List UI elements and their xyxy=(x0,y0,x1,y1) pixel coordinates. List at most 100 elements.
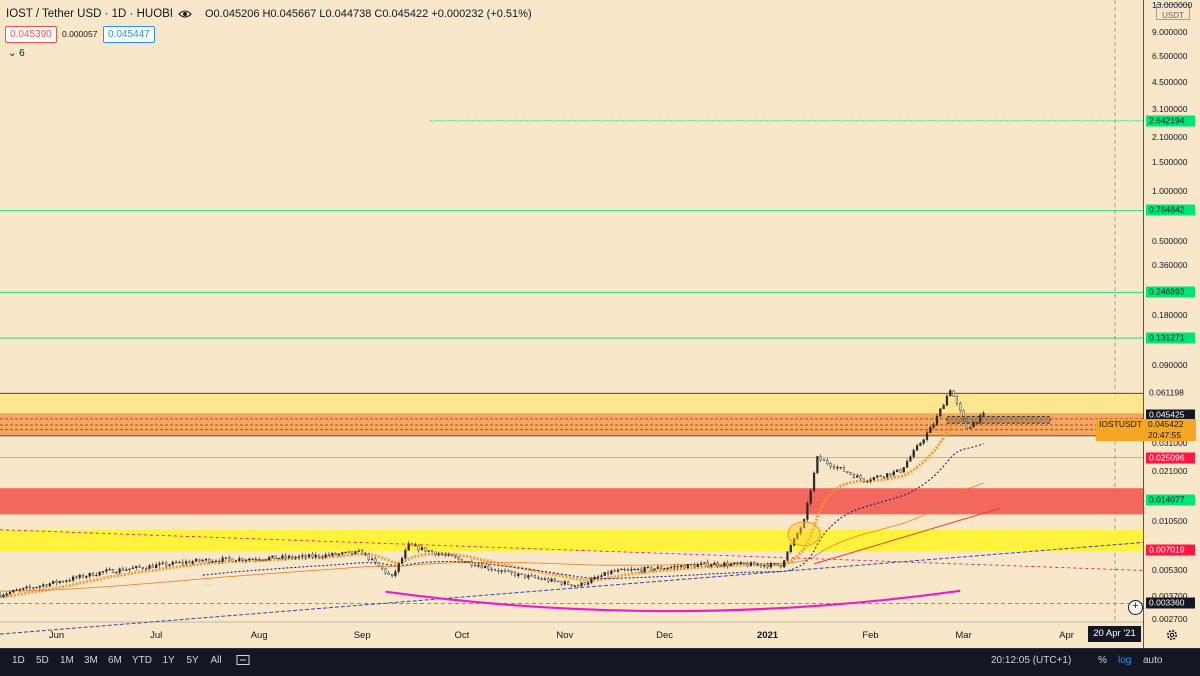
range-button-1d[interactable]: 1D xyxy=(12,655,25,666)
candle-body xyxy=(603,572,606,576)
candle-body xyxy=(610,570,613,575)
candle-body xyxy=(477,565,480,567)
clock[interactable]: 20:12:05 (UTC+1) xyxy=(991,655,1072,666)
range-button-3m[interactable]: 3M xyxy=(84,655,98,666)
candle-body xyxy=(397,563,400,572)
candle-body xyxy=(779,565,782,568)
gear-icon[interactable] xyxy=(1165,628,1179,642)
buy-button[interactable]: 0.045447 xyxy=(103,26,155,43)
candle-body xyxy=(188,561,191,564)
candle-body xyxy=(241,558,244,561)
candle-body xyxy=(297,556,301,558)
log-toggle[interactable]: log xyxy=(1118,655,1132,666)
indicators-toggle[interactable]: ⌄ 6 xyxy=(8,48,25,59)
candle-body xyxy=(304,555,307,558)
candle-body xyxy=(457,557,460,560)
candle-body xyxy=(666,567,669,569)
candle-body xyxy=(410,543,414,546)
range-button-5y[interactable]: 5Y xyxy=(186,655,199,666)
candle-body xyxy=(490,568,493,571)
candle-body xyxy=(32,587,35,589)
candle-body xyxy=(899,469,902,473)
candle-body xyxy=(151,565,154,568)
candle-body xyxy=(331,552,334,556)
candle-body xyxy=(949,390,952,397)
auto-toggle[interactable]: auto xyxy=(1143,655,1163,666)
candle-body xyxy=(364,553,367,555)
candle-body xyxy=(148,565,151,569)
candle-body xyxy=(530,575,533,577)
candle-body xyxy=(699,563,703,565)
candle-body xyxy=(384,568,387,574)
candle-body xyxy=(812,472,816,491)
price-tick: 0.090000 xyxy=(1152,360,1188,371)
candle-body xyxy=(484,565,487,569)
price-level-label: 0.246893 xyxy=(1146,286,1195,298)
candle-body xyxy=(371,558,374,560)
candle-body xyxy=(317,554,321,558)
ema-line xyxy=(0,418,984,599)
date-range-icon[interactable] xyxy=(236,654,250,666)
candle-body xyxy=(915,445,919,451)
range-button-6m[interactable]: 6M xyxy=(108,655,122,666)
range-button-1m[interactable]: 1M xyxy=(60,655,74,666)
price-tick: 4.500000 xyxy=(1152,77,1188,88)
range-button-1y[interactable]: 1Y xyxy=(162,655,175,666)
price-tick: 9.000000 xyxy=(1152,26,1188,37)
candle-body xyxy=(580,582,583,587)
candle-body xyxy=(254,558,257,561)
zone-3 xyxy=(0,529,1143,552)
candle-body xyxy=(826,460,829,464)
sell-button[interactable]: 0.045390 xyxy=(5,26,57,43)
candle-body xyxy=(729,563,733,566)
candle-body xyxy=(135,566,138,568)
candle-body xyxy=(842,467,846,472)
chart-area[interactable]: IOST / Tether USD · 1D · HUOBI O0.045206… xyxy=(0,0,1200,648)
candle-body xyxy=(15,589,18,591)
price-level-label: 0.764842 xyxy=(1146,204,1195,216)
candle-body xyxy=(969,426,972,429)
candle-body xyxy=(111,569,115,574)
candle-body xyxy=(836,467,839,469)
currency-label[interactable]: USDT xyxy=(1156,4,1190,20)
candle-body xyxy=(587,582,590,585)
range-button-5d[interactable]: 5D xyxy=(36,655,49,666)
candle-body xyxy=(307,554,311,558)
candle-body xyxy=(560,581,563,585)
candle-body xyxy=(533,575,537,578)
candle-body xyxy=(753,562,756,565)
candle-body xyxy=(141,567,144,569)
candle-body xyxy=(932,424,935,428)
symbol-title[interactable]: IOST / Tether USD · 1D · HUOBI xyxy=(6,8,174,20)
candle-body xyxy=(238,558,241,562)
percent-toggle[interactable]: % xyxy=(1098,655,1107,666)
range-button-all[interactable]: All xyxy=(210,655,222,666)
range-button-ytd[interactable]: YTD xyxy=(132,655,152,666)
candle-body xyxy=(726,562,729,566)
candle-body xyxy=(766,564,769,568)
candle-body xyxy=(959,403,962,411)
candle-body xyxy=(896,469,899,472)
candle-body xyxy=(670,566,673,569)
candle-body xyxy=(234,560,238,562)
eye-icon[interactable] xyxy=(178,7,192,21)
candle-body xyxy=(284,555,287,558)
price-axis[interactable] xyxy=(1143,0,1200,648)
candle-body xyxy=(527,575,530,578)
candle-body xyxy=(716,562,719,566)
candle-body xyxy=(18,589,22,591)
candle-body xyxy=(630,569,633,571)
time-tick: Apr xyxy=(1059,630,1074,641)
candle-body xyxy=(889,473,892,476)
candle-body xyxy=(892,471,895,476)
candle-body xyxy=(420,547,424,551)
price-tick: 0.360000 xyxy=(1152,260,1188,271)
candle-body xyxy=(228,557,231,560)
ma-long-line xyxy=(0,482,984,592)
plus-icon[interactable]: + xyxy=(1128,600,1143,615)
candle-body xyxy=(45,584,48,587)
candle-body xyxy=(128,568,131,570)
candle-body xyxy=(65,580,68,582)
time-tick: Mar xyxy=(955,630,972,641)
price-plot[interactable] xyxy=(0,0,1143,648)
